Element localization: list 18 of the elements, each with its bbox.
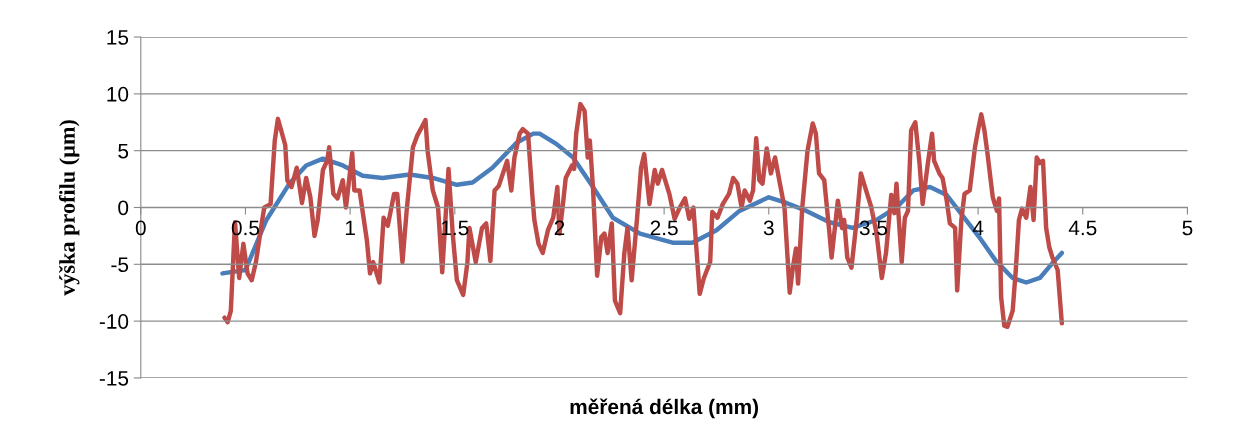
x-tick-label: 3 bbox=[763, 220, 774, 236]
x-tick-label: 1 bbox=[345, 220, 355, 236]
x-tick-label: 2.5 bbox=[650, 220, 678, 236]
y-tick-label: -15 bbox=[99, 371, 129, 386]
x-tick-label: 4 bbox=[972, 220, 984, 236]
y-tick-label: -10 bbox=[99, 314, 129, 329]
line-series bbox=[222, 101, 1065, 330]
x-tick-label: 5 bbox=[1182, 220, 1193, 236]
y-tick-label: 0 bbox=[118, 200, 129, 216]
y-axis-title: výška profilu (µm) bbox=[58, 120, 80, 296]
y-tick-label: -5 bbox=[111, 257, 129, 273]
y-tick-label: 15 bbox=[107, 30, 129, 45]
x-tick-label: 0 bbox=[135, 220, 146, 236]
x-tick-label: 2 bbox=[554, 220, 565, 236]
y-tick-label: 5 bbox=[118, 143, 129, 159]
x-tick-label: 4.5 bbox=[1068, 220, 1097, 236]
x-axis-title: měřená délka (mm) bbox=[570, 398, 759, 419]
y-tick-label: 10 bbox=[107, 86, 129, 102]
